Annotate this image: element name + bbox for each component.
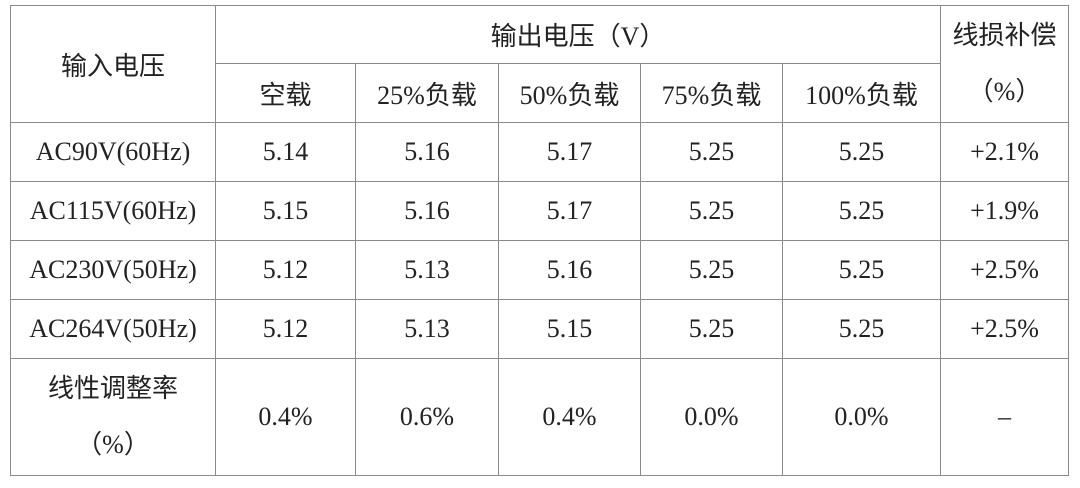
data-row: AC230V(50Hz) 5.12 5.13 5.16 5.25 5.25 +2.5% <box>10 240 1069 300</box>
table-body: 输入电压 输出电压（V） 线损补偿（%） 空载 25%负载 50%负载 75%负载 10… <box>10 5 1069 476</box>
value-cell: 5.25 <box>782 122 941 182</box>
row-label: AC264V(50Hz) <box>10 299 216 359</box>
value-cell: 5.16 <box>355 122 499 182</box>
data-row: AC90V(60Hz) 5.14 5.16 5.17 5.25 5.25 +2.1% <box>10 122 1069 182</box>
load-header: 100%负载 <box>782 63 941 123</box>
value-cell: 5.12 <box>215 240 356 300</box>
data-row: AC264V(50Hz) 5.12 5.13 5.15 5.25 5.25 +2.5% <box>10 299 1069 359</box>
load-header: 50%负载 <box>498 63 641 123</box>
compensation-cell: +2.5% <box>940 240 1069 300</box>
value-cell: 5.16 <box>498 240 641 300</box>
value-cell: 5.25 <box>640 181 783 241</box>
value-cell: 5.25 <box>782 181 941 241</box>
value-cell: 5.15 <box>498 299 641 359</box>
row-label: 线性调整率（%） <box>10 358 216 476</box>
load-header: 75%负载 <box>640 63 783 123</box>
value-cell: 0.4% <box>498 358 641 476</box>
compensation-cell: +2.1% <box>940 122 1069 182</box>
load-header: 25%负载 <box>355 63 499 123</box>
row-label: AC230V(50Hz) <box>10 240 216 300</box>
row-label: AC115V(60Hz) <box>10 181 216 241</box>
row-label: AC90V(60Hz) <box>10 122 216 182</box>
header-row: 输入电压 输出电压（V） 线损补偿（%） <box>10 5 1069 123</box>
data-row: AC115V(60Hz) 5.15 5.16 5.17 5.25 5.25 +1.9% <box>10 181 1069 241</box>
value-cell: 5.12 <box>215 299 356 359</box>
compensation-header: 线损补偿（%） <box>940 5 1069 123</box>
value-cell: 5.25 <box>640 122 783 182</box>
value-cell: 5.16 <box>355 181 499 241</box>
compensation-cell: +1.9% <box>940 181 1069 241</box>
value-cell: 5.13 <box>355 240 499 300</box>
value-cell: 0.6% <box>355 358 499 476</box>
input-header: 输入电压 <box>10 5 216 123</box>
value-cell: 0.0% <box>782 358 941 476</box>
value-cell: 0.4% <box>215 358 356 476</box>
value-cell: 5.25 <box>640 299 783 359</box>
value-cell: 5.25 <box>640 240 783 300</box>
value-cell: 5.17 <box>498 181 641 241</box>
data-table: 输入电压 输出电压（V） 线损补偿（%） 空载 25%负载 50%负载 75%负载 10… <box>10 5 1069 476</box>
output-header: 输出电压（V） <box>215 5 941 64</box>
value-cell: 0.0% <box>640 358 783 476</box>
compensation-cell: +2.5% <box>940 299 1069 359</box>
compensation-cell: – <box>940 358 1069 476</box>
value-cell: 5.14 <box>215 122 356 182</box>
value-cell: 5.25 <box>782 240 941 300</box>
value-cell: 5.25 <box>782 299 941 359</box>
value-cell: 5.15 <box>215 181 356 241</box>
value-cell: 5.13 <box>355 299 499 359</box>
load-header: 空载 <box>215 63 356 123</box>
regulation-row: 线性调整率（%） 0.4% 0.6% 0.4% 0.0% 0.0% – <box>10 358 1069 476</box>
value-cell: 5.17 <box>498 122 641 182</box>
